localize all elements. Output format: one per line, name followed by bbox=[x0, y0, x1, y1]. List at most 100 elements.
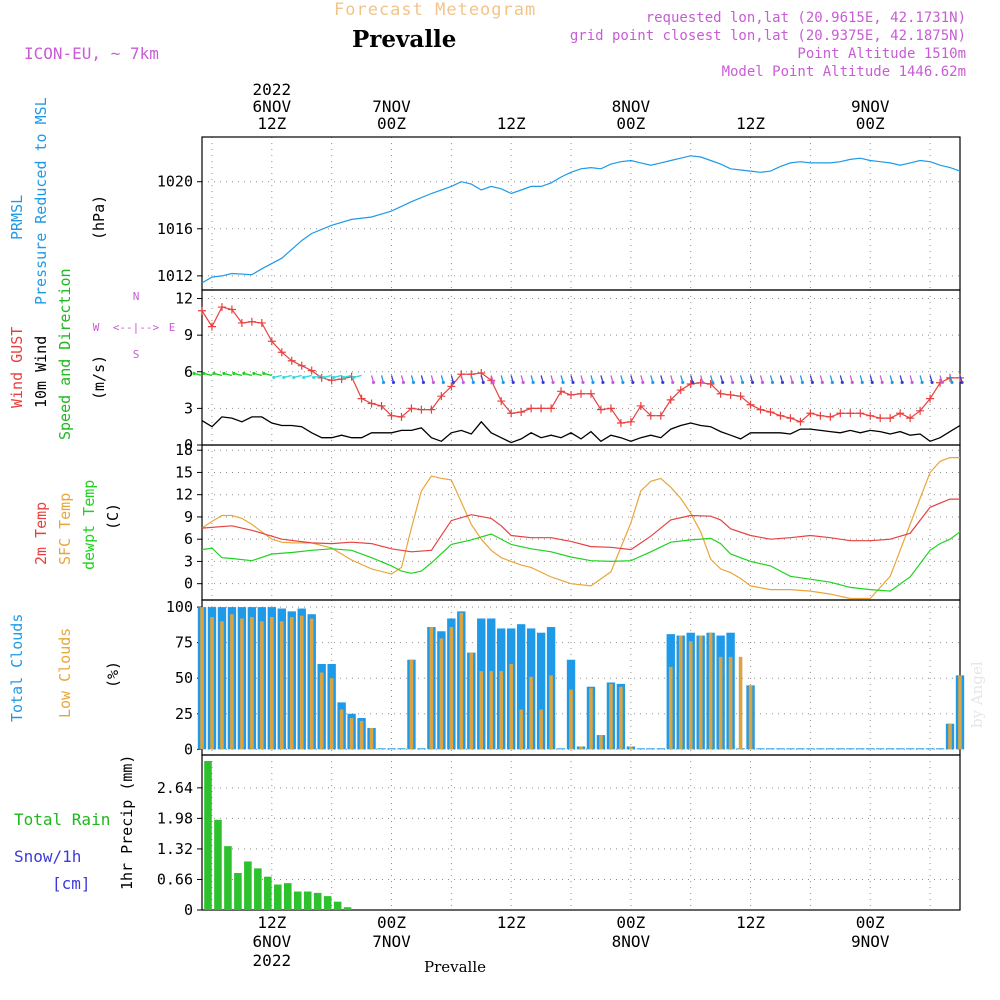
low-cloud-bar bbox=[349, 718, 354, 750]
wind-arrow-head bbox=[531, 380, 535, 385]
wind-arrow-head bbox=[860, 380, 864, 385]
total-clouds-label: Total Clouds bbox=[8, 613, 26, 722]
gust-point bbox=[726, 390, 735, 399]
gust-point bbox=[307, 366, 316, 375]
wind-arrow-head bbox=[312, 375, 316, 380]
wind-arrow-head bbox=[302, 375, 306, 380]
gust-point bbox=[557, 387, 566, 396]
wind-arrow-head bbox=[262, 371, 266, 376]
wind-arrow-head bbox=[840, 380, 844, 385]
y-tick-label: 3 bbox=[184, 399, 193, 417]
y-tick-label: 18 bbox=[175, 441, 193, 459]
gust-line bbox=[201, 306, 960, 424]
wind-arrow-head bbox=[491, 380, 495, 385]
total-cloud-bar bbox=[866, 748, 875, 750]
rain-bar bbox=[323, 896, 332, 910]
gust-point bbox=[866, 411, 875, 420]
rain-bar bbox=[264, 876, 272, 910]
total-cloud-bar bbox=[806, 748, 815, 750]
location-title: Prevalle bbox=[352, 26, 457, 53]
total-cloud-bar bbox=[935, 748, 945, 750]
wind-arrow-head bbox=[551, 380, 555, 385]
y-tick-label: 25 bbox=[175, 705, 193, 723]
low-cloud-bar bbox=[688, 641, 693, 750]
low-cloud-bar bbox=[708, 632, 713, 750]
wind-arrow-head bbox=[870, 380, 874, 385]
gust-point bbox=[397, 412, 406, 421]
credit-label: by Angel bbox=[968, 661, 986, 728]
wind-arrow-head bbox=[780, 380, 785, 385]
wind-arrow-head bbox=[950, 380, 954, 385]
time-label-bottom: 7NOV bbox=[372, 932, 411, 951]
gust-point bbox=[237, 318, 246, 327]
gust-point bbox=[337, 375, 346, 384]
low-cloud-bar bbox=[589, 688, 593, 750]
y-tick-label: 12 bbox=[175, 290, 193, 308]
gust-point bbox=[427, 405, 436, 414]
wind-arrow-head bbox=[222, 371, 226, 376]
temp-sfc-label: SFC Temp bbox=[56, 492, 74, 565]
low-cloud-bar bbox=[539, 709, 543, 750]
gust-point bbox=[956, 373, 964, 382]
total-cloud-bar bbox=[656, 748, 665, 750]
total-rain-label: Total Rain bbox=[14, 810, 111, 829]
y-tick-label: 50 bbox=[175, 669, 193, 687]
wind-arrow-head bbox=[890, 380, 894, 385]
total-cloud-bar bbox=[895, 748, 905, 750]
gust-point bbox=[447, 382, 456, 391]
snow-label: Snow/1h bbox=[14, 847, 82, 866]
gust-point bbox=[736, 392, 745, 401]
wind-line bbox=[201, 416, 961, 444]
low-cloud-bar bbox=[668, 666, 673, 750]
low-cloud-bar bbox=[449, 627, 454, 750]
total-cloud-bar bbox=[796, 748, 805, 750]
wind-arrow-head bbox=[511, 380, 515, 385]
wind-arrow-head bbox=[571, 380, 575, 385]
gust-point bbox=[766, 408, 775, 417]
gust-point bbox=[497, 397, 506, 406]
wind-arrow-head bbox=[481, 380, 485, 385]
low-cloud-bar bbox=[250, 617, 254, 750]
gust-point bbox=[856, 409, 865, 418]
wind-arrow-head bbox=[651, 380, 655, 385]
time-label-top: 00Z bbox=[856, 114, 885, 133]
product-title: Forecast Meteogram bbox=[334, 0, 537, 20]
panel-frame-precip bbox=[201, 754, 961, 911]
low-cloud-bar bbox=[279, 621, 284, 750]
wind-arrow-head bbox=[691, 380, 695, 385]
point-altitude: Point Altitude 1510m bbox=[797, 46, 966, 62]
time-label-top: 2022 bbox=[253, 80, 292, 99]
gust-point bbox=[946, 373, 955, 382]
wind-arrow-head bbox=[192, 371, 196, 376]
rain-bar bbox=[204, 761, 212, 910]
wind-arrow-head bbox=[591, 380, 595, 385]
wind-arrow-head bbox=[501, 380, 505, 385]
wind-arrow-head bbox=[631, 380, 635, 385]
gust-point bbox=[367, 399, 376, 408]
gust-point bbox=[267, 337, 276, 346]
total-cloud-bar bbox=[556, 748, 566, 750]
wind-arrow-head bbox=[342, 375, 346, 380]
low-cloud-bar bbox=[439, 638, 444, 750]
time-label-bottom: 6NOV bbox=[253, 932, 292, 951]
gust-point bbox=[756, 405, 765, 414]
low-cloud-bar bbox=[359, 720, 364, 750]
clouds-unit-label: (%) bbox=[104, 660, 122, 688]
wind-arrow-head bbox=[930, 380, 934, 385]
wind-arrow-head bbox=[770, 380, 775, 385]
wind-arrow-head bbox=[940, 380, 944, 385]
gust-point bbox=[327, 376, 336, 385]
gust-point bbox=[377, 401, 386, 410]
wind-arrow-head bbox=[371, 380, 376, 385]
gust-point bbox=[806, 409, 815, 418]
gust-point bbox=[577, 389, 585, 398]
gust-point bbox=[567, 390, 576, 399]
low-cloud-bar bbox=[230, 614, 234, 750]
wind-arrow-head bbox=[431, 380, 435, 385]
wind-arrow-head bbox=[671, 380, 675, 385]
pressure-label-prmsl: PRMSL bbox=[8, 194, 26, 240]
wind-10m-label: 10m Wind bbox=[32, 335, 50, 408]
wind-arrow-head bbox=[322, 375, 326, 380]
wind-arrow-head bbox=[461, 380, 465, 385]
wind-arrow-head bbox=[391, 380, 396, 385]
